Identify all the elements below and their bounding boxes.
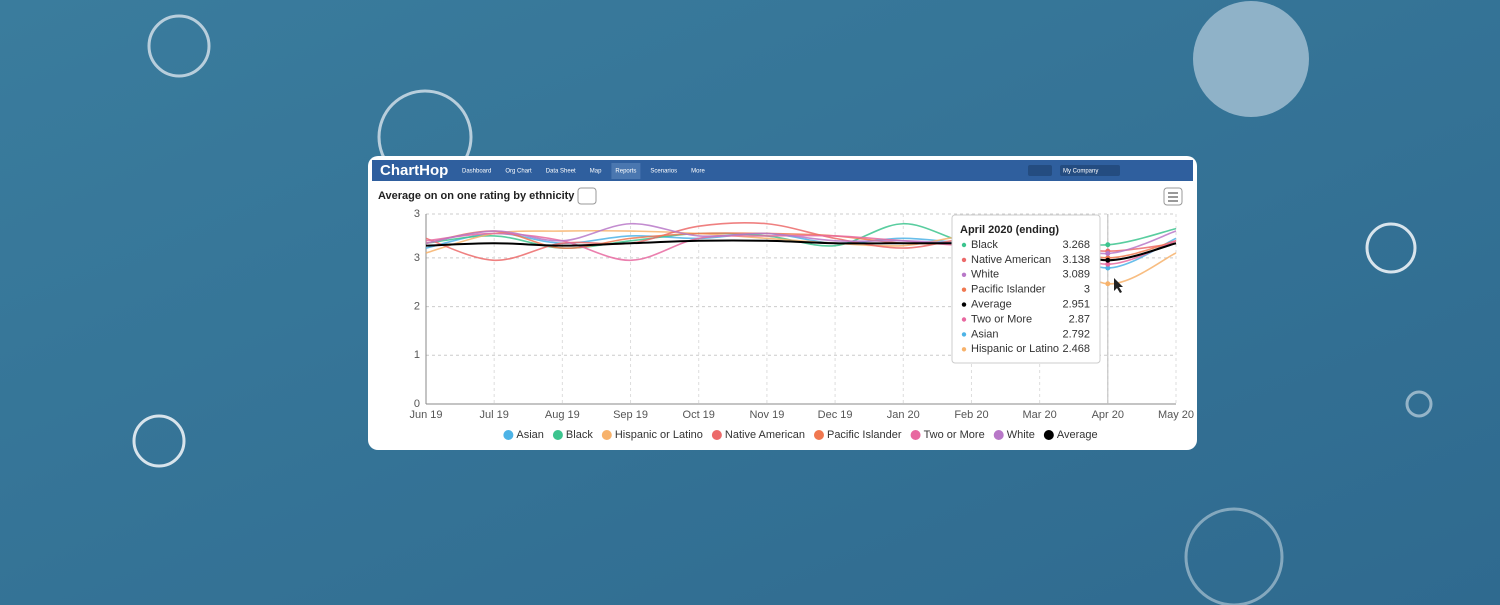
legend-swatch — [601, 430, 612, 440]
nav-item: Dashboard — [462, 169, 491, 175]
company: My Company — [1063, 169, 1098, 175]
legend-label: Average — [1057, 429, 1098, 441]
tooltip-name: Two or More — [971, 313, 1032, 325]
x-tick-label: Jun 19 — [409, 409, 442, 421]
logo: ChartHop — [380, 162, 448, 179]
legend: Asian Black Hispanic or Latino Native Ameri… — [503, 429, 1098, 441]
legend-swatch — [910, 430, 921, 440]
legend-label: White — [1007, 429, 1035, 441]
tooltip-swatch — [961, 347, 967, 352]
tooltip-name: Asian — [971, 328, 999, 340]
x-tick-label: Jul 19 — [480, 409, 509, 421]
edit-button[interactable] — [577, 187, 597, 205]
hover-dot — [1105, 261, 1111, 267]
legend-label: Black — [566, 429, 593, 441]
tooltip-swatch — [961, 317, 967, 322]
y-tick-label: 2 — [414, 300, 420, 312]
legend-swatch — [1043, 430, 1054, 440]
tooltip-box — [951, 214, 1101, 364]
tooltip-value: 2.792 — [1062, 328, 1090, 340]
y-tick-label: 0 — [414, 398, 420, 410]
tooltip: April 2020 (ending) Black 3.268 Native Amer… — [951, 214, 1101, 364]
tooltip-title: April 2020 (ending) — [960, 224, 1059, 236]
tooltip-swatch — [961, 242, 967, 248]
tooltip-swatch — [961, 287, 967, 292]
tooltip-swatch — [961, 272, 967, 277]
tooltip-name: White — [971, 269, 999, 281]
nav-item: Data Sheet — [546, 169, 576, 175]
tooltip-name: Hispanic or Latino — [971, 343, 1059, 355]
x-tick-label: Apr 20 — [1092, 409, 1124, 421]
tooltip-swatch — [961, 257, 967, 263]
legend-label: Hispanic or Latino — [615, 429, 703, 441]
x-tick-label: Feb 20 — [954, 409, 988, 421]
menu-icon — [1168, 192, 1178, 202]
search[interactable] — [1028, 165, 1052, 176]
legend-label: Pacific Islander — [827, 429, 902, 441]
tooltip-name: Native American — [971, 254, 1051, 266]
tooltip-value: 2.87 — [1069, 313, 1090, 325]
nav-item: Org Chart — [505, 169, 532, 175]
tooltip-value: 2.468 — [1062, 343, 1090, 355]
nav-active[interactable] — [611, 163, 641, 179]
tooltip-name: Pacific Islander — [971, 284, 1046, 296]
tooltip-value: 3.138 — [1062, 254, 1090, 266]
tooltip-value: 3.268 — [1062, 239, 1090, 251]
x-tick-label: Nov 19 — [749, 409, 784, 421]
tooltip-value: 2.951 — [1062, 299, 1090, 311]
tooltip-swatch — [961, 302, 967, 307]
hover-dot — [1105, 265, 1111, 271]
nav-item: Map — [590, 169, 602, 175]
hover-dot — [1105, 281, 1111, 287]
legend-label: Asian — [516, 429, 544, 441]
y-tick-label: 3 — [414, 208, 420, 220]
hover-dot — [1105, 257, 1111, 263]
y-tick-label: 1 — [414, 349, 420, 361]
navbar — [372, 160, 1193, 181]
hover-dot — [1105, 251, 1111, 257]
y-tick-label: 3 — [414, 252, 420, 264]
x-tick-label: Jan 20 — [887, 409, 920, 421]
legend-swatch — [552, 430, 563, 440]
x-tick-label: Dec 19 — [818, 409, 853, 421]
x-tick-label: Mar 20 — [1023, 409, 1057, 421]
x-tick-label: Aug 19 — [545, 409, 580, 421]
legend-swatch — [503, 430, 514, 440]
cursor — [1114, 278, 1123, 293]
tooltip-name: Black — [971, 239, 998, 251]
x-tick-label: Oct 19 — [683, 409, 715, 421]
hover-dot — [1105, 242, 1111, 248]
x-tick-label: Sep 19 — [613, 409, 648, 421]
legend-swatch — [711, 430, 722, 440]
tooltip-name: Average — [971, 299, 1012, 311]
nav-item: Reports — [615, 169, 636, 175]
decor-dot — [1193, 1, 1309, 117]
legend-swatch — [813, 430, 824, 440]
tooltip-swatch — [961, 332, 967, 337]
legend-label: Two or More — [924, 429, 985, 441]
nav-item: Scenarios — [650, 169, 677, 175]
company-select[interactable] — [1060, 165, 1120, 176]
tooltip-value: 3.089 — [1062, 269, 1090, 281]
legend-swatch — [993, 430, 1004, 440]
legend-label: Native American — [725, 429, 805, 441]
nav-item: More — [691, 169, 705, 175]
x-tick-label: May 20 — [1158, 409, 1194, 421]
tooltip-value: 3 — [1084, 284, 1090, 296]
chart-title: Average on on one rating by ethnicity — [378, 190, 575, 202]
